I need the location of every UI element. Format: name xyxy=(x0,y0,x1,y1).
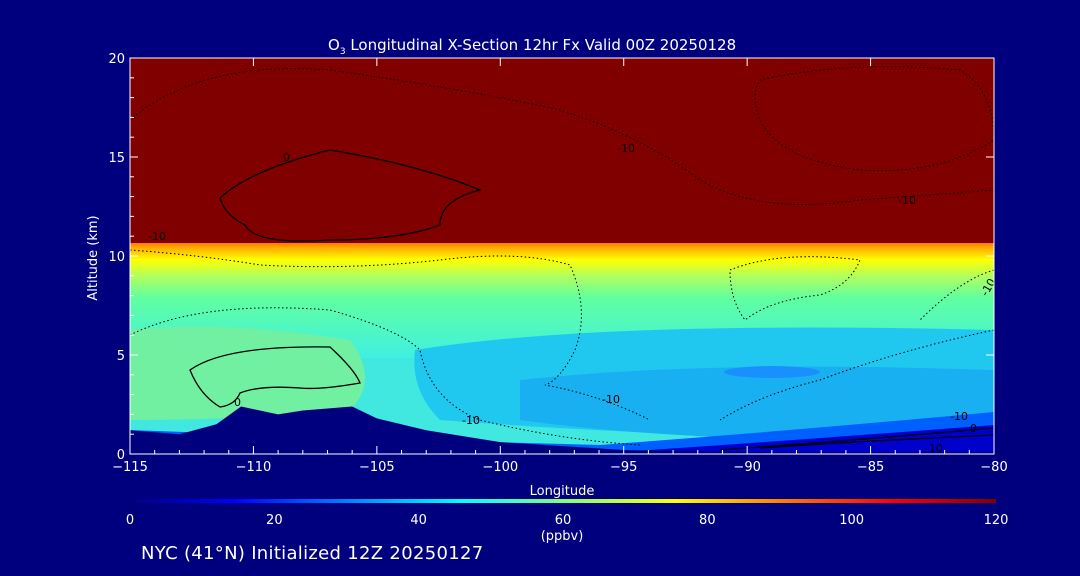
ozone-field: 0 -10 -10 -10 -10 0 -10 -10 -10 0 -10 xyxy=(130,58,994,455)
colorbar-tick-label: 120 xyxy=(984,513,1009,528)
y-axis: 0 5 10 15 20 xyxy=(108,52,994,463)
field-minimum-patch xyxy=(724,366,820,378)
y-tick-label: 5 xyxy=(117,349,125,364)
colorbar-tick-label: 60 xyxy=(555,513,572,528)
field-western-bump xyxy=(130,326,365,420)
colorbar xyxy=(130,499,996,503)
y-tick-label: 0 xyxy=(117,448,125,463)
contour-label: -10 xyxy=(148,230,166,243)
terrain xyxy=(130,406,994,454)
contour-label: 0 xyxy=(283,151,290,164)
field-stratosphere xyxy=(130,58,994,243)
field-surface-low xyxy=(620,425,994,454)
contour-label: -10 xyxy=(898,194,916,207)
contour-zero-lower xyxy=(189,346,361,408)
x-tick-label: −95 xyxy=(610,460,637,475)
contour-zero-upper xyxy=(219,149,483,242)
colorbar-tick-label: 100 xyxy=(839,513,864,528)
colorbar-tick-label: 80 xyxy=(699,513,716,528)
x-axis: −115 −110 −105 −100 −95 −90 −85 −80 xyxy=(112,58,1008,475)
contour-dotted-low xyxy=(130,307,641,446)
initialization-note: NYC (41°N) Initialized 12Z 20250127 xyxy=(141,543,484,564)
contour-dotted-mid xyxy=(130,249,651,421)
x-tick-label: −105 xyxy=(359,460,395,475)
contours-solid xyxy=(189,149,994,451)
contour-label: -10 xyxy=(602,393,620,406)
x-tick-label: −90 xyxy=(733,460,760,475)
x-tick-label: −110 xyxy=(236,460,272,475)
x-tick-label: −100 xyxy=(482,460,518,475)
contour-label: 0 xyxy=(970,422,977,435)
colorbar-ticks: 0 20 40 60 80 100 120 xyxy=(126,513,1009,528)
contour-surface-1 xyxy=(719,427,994,451)
field-lower-band xyxy=(520,366,994,441)
contour-dotted-upper xyxy=(130,68,994,205)
colorbar-unit: (ppbv) xyxy=(541,529,584,544)
contour-label: -10 xyxy=(925,442,943,455)
x-tick-label: −80 xyxy=(980,460,1007,475)
y-axis-label: Altitude (km) xyxy=(86,215,101,300)
x-tick-label: −85 xyxy=(857,460,884,475)
contour-label: 0 xyxy=(234,396,241,409)
contour-label: -10 xyxy=(617,142,635,155)
colorbar-tick-label: 40 xyxy=(410,513,427,528)
x-tick-label: −115 xyxy=(112,460,148,475)
y-tick-label: 10 xyxy=(108,250,125,265)
contour-surface-2 xyxy=(759,434,994,449)
contours-dotted xyxy=(130,66,994,446)
contour-label: -10 xyxy=(462,414,480,427)
y-tick-label: 20 xyxy=(108,52,125,67)
chart-title: O3 Longitudinal X-Section 12hr Fx Valid … xyxy=(328,36,736,57)
colorbar-tick-label: 20 xyxy=(266,513,283,528)
contour-label: -10 xyxy=(950,410,968,423)
y-tick-label: 15 xyxy=(108,151,125,166)
x-axis-label: Longitude xyxy=(530,484,595,499)
colorbar-tick-label: 0 xyxy=(126,513,134,528)
